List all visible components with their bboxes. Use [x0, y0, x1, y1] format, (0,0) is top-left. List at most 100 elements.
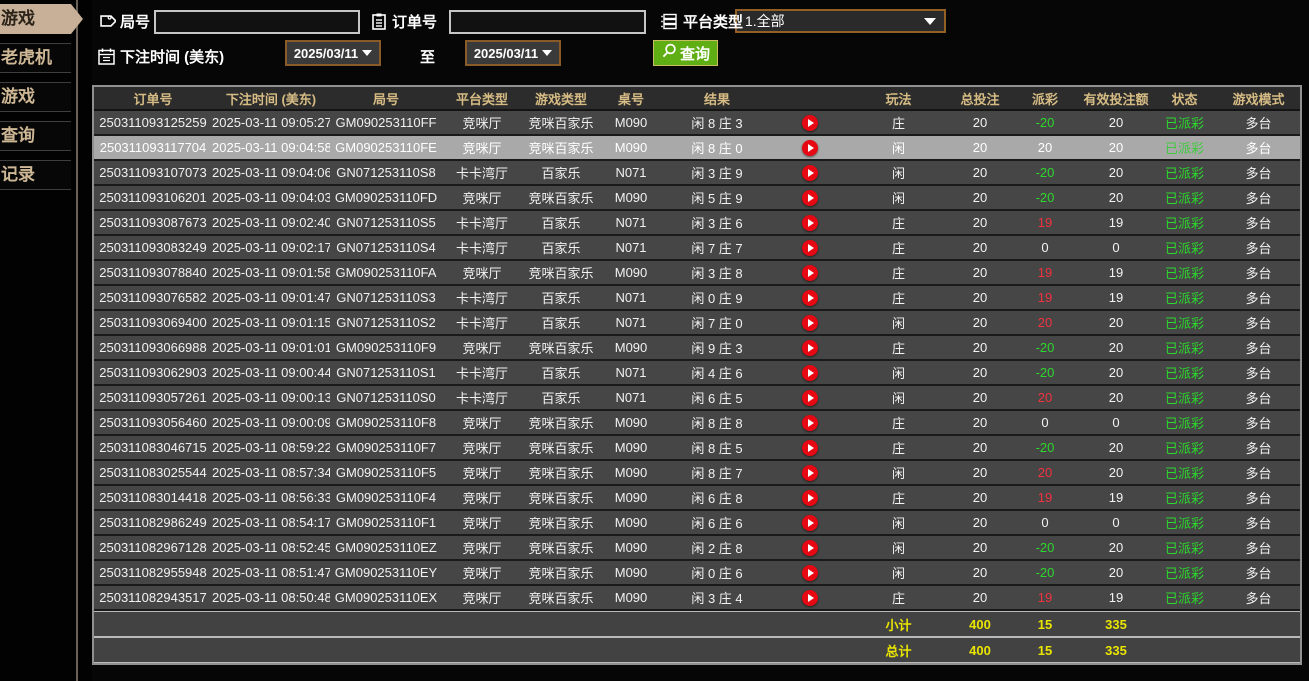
total-value-cell [442, 637, 522, 663]
play-icon[interactable] [801, 114, 818, 131]
platform-type-select[interactable]: 1.全部 [735, 9, 946, 33]
play-icon[interactable] [801, 564, 818, 581]
sidebar-item[interactable]: 游戏 [0, 82, 71, 112]
round-no-cell: GM090253110FD [330, 186, 442, 211]
replay-cell [772, 336, 847, 361]
play-icon[interactable] [801, 489, 818, 506]
table-no-cell: M090 [600, 461, 662, 486]
play-icon[interactable] [801, 339, 818, 356]
table-row[interactable]: 250311093117704 2025-03-11 09:04:58 GM0902… [94, 136, 1300, 161]
table-no-cell: N071 [600, 311, 662, 336]
game-mode-cell: 多台 [1217, 161, 1300, 186]
table-row[interactable]: 250311093083249 2025-03-11 09:02:17 GN0712… [94, 236, 1300, 261]
bet-time-cell: 2025-03-11 08:56:33 [212, 486, 330, 511]
table-row[interactable]: 250311082986249 2025-03-11 08:54:17 GM0902… [94, 511, 1300, 536]
sidebar-divider [76, 0, 78, 681]
payout-cell: 19 [1010, 486, 1080, 511]
table-row[interactable]: 250311093076582 2025-03-11 09:01:47 GN0712… [94, 286, 1300, 311]
table-row[interactable]: 250311093125259 2025-03-11 09:05:27 GM0902… [94, 111, 1300, 136]
table-no-cell: N071 [600, 211, 662, 236]
bet-time-cell: 2025-03-11 08:59:22 [212, 436, 330, 461]
play-icon[interactable] [801, 389, 818, 406]
table-row[interactable]: 250311093066988 2025-03-11 09:01:01 GM0902… [94, 336, 1300, 361]
table-row[interactable]: 250311083025544 2025-03-11 08:57:34 GM0902… [94, 461, 1300, 486]
bet-time-cell: 2025-03-11 09:00:09 [212, 411, 330, 436]
play-icon[interactable] [801, 464, 818, 481]
table-row[interactable]: 250311093062903 2025-03-11 09:00:44 GN0712… [94, 361, 1300, 386]
game-mode-cell: 多台 [1217, 486, 1300, 511]
round-no-input[interactable] [154, 10, 360, 34]
play-icon[interactable] [801, 214, 818, 231]
table-row[interactable]: 250311082967128 2025-03-11 08:52:45 GM0902… [94, 536, 1300, 561]
table-row[interactable]: 250311082943517 2025-03-11 08:50:48 GM0902… [94, 586, 1300, 611]
play-icon[interactable] [801, 264, 818, 281]
search-button[interactable]: 查询 [653, 40, 719, 66]
replay-cell [772, 486, 847, 511]
sidebar-item[interactable]: 游戏 [0, 4, 83, 34]
play-icon[interactable] [801, 589, 818, 606]
play-icon[interactable] [801, 189, 818, 206]
round-no-cell: GM090253110F8 [330, 411, 442, 436]
play-method-cell: 闲 [847, 386, 950, 411]
play-icon[interactable] [801, 364, 818, 381]
game-type-cell: 竞咪百家乐 [522, 511, 600, 536]
play-triangle [807, 293, 814, 302]
table-row[interactable]: 250311093106201 2025-03-11 09:04:03 GM0902… [94, 186, 1300, 211]
table-row[interactable]: 250311093057261 2025-03-11 09:00:13 GN0712… [94, 386, 1300, 411]
play-icon[interactable] [801, 139, 818, 156]
table-row[interactable]: 250311093078840 2025-03-11 09:01:58 GM0902… [94, 261, 1300, 286]
table-row[interactable]: 250311093069400 2025-03-11 09:01:15 GN0712… [94, 311, 1300, 336]
result-cell: 闲 3 庄 4 [662, 586, 772, 611]
play-icon[interactable] [801, 164, 818, 181]
total-value-cell [662, 637, 772, 663]
sidebar-item[interactable]: 查询 [0, 121, 71, 151]
table-row[interactable]: 250311083046715 2025-03-11 08:59:22 GM0902… [94, 436, 1300, 461]
payout-cell: 19 [1010, 261, 1080, 286]
table-header-row: 订单号 下注时间 (美东) 局号 平台类型 游戏类型 桌号 结果 玩法 总投注 派彩 有效投注额 状态… [94, 87, 1300, 111]
play-icon[interactable] [801, 239, 818, 256]
total-value-cell: 335 [1080, 611, 1152, 637]
game-type-cell: 竞咪百家乐 [522, 586, 600, 611]
play-icon[interactable] [801, 514, 818, 531]
column-header: 游戏类型 [522, 87, 600, 111]
table-row[interactable]: 250311093087673 2025-03-11 09:02:40 GN0712… [94, 211, 1300, 236]
column-header: 平台类型 [442, 87, 522, 111]
payout-cell: 0 [1010, 511, 1080, 536]
play-icon[interactable] [801, 314, 818, 331]
replay-cell [772, 286, 847, 311]
platform-type-label-text: 平台类型 [683, 14, 744, 31]
platform-cell: 卡卡湾厅 [442, 361, 522, 386]
sidebar-item[interactable]: 记录 [0, 160, 71, 190]
total-value-cell: 400 [950, 637, 1010, 663]
play-method-cell: 闲 [847, 186, 950, 211]
total-bet-cell: 20 [950, 411, 1010, 436]
replay-cell [772, 161, 847, 186]
sidebar-item[interactable]: 老虎机 [0, 43, 71, 73]
valid-bet-cell: 20 [1080, 436, 1152, 461]
round-no-cell: GN071253110S3 [330, 286, 442, 311]
column-header: 玩法 [847, 87, 950, 111]
game-type-cell: 竞咪百家乐 [522, 561, 600, 586]
play-triangle [807, 343, 814, 352]
bet-time-cell: 2025-03-11 08:57:34 [212, 461, 330, 486]
order-no-input[interactable] [449, 10, 646, 34]
date-to-picker[interactable]: 2025/03/11 [465, 40, 561, 66]
play-icon[interactable] [801, 539, 818, 556]
table-row[interactable]: 250311083014418 2025-03-11 08:56:33 GM0902… [94, 486, 1300, 511]
date-from-picker[interactable]: 2025/03/11 [285, 40, 381, 66]
play-icon[interactable] [801, 289, 818, 306]
play-icon[interactable] [801, 414, 818, 431]
play-icon[interactable] [801, 439, 818, 456]
table-row[interactable]: 250311082955948 2025-03-11 08:51:47 GM0902… [94, 561, 1300, 586]
platform-cell: 卡卡湾厅 [442, 386, 522, 411]
play-triangle [807, 368, 814, 377]
valid-bet-cell: 0 [1080, 411, 1152, 436]
game-type-cell: 百家乐 [522, 161, 600, 186]
bet-time-label-text: 下注时间 (美东) [120, 49, 225, 66]
table-row[interactable]: 250311093107073 2025-03-11 09:04:06 GN0712… [94, 161, 1300, 186]
column-header: 派彩 [1010, 87, 1080, 111]
table-row[interactable]: 250311093056460 2025-03-11 09:00:09 GM0902… [94, 411, 1300, 436]
status-cell: 已派彩 [1152, 336, 1217, 361]
replay-cell [772, 211, 847, 236]
play-triangle [807, 493, 814, 502]
